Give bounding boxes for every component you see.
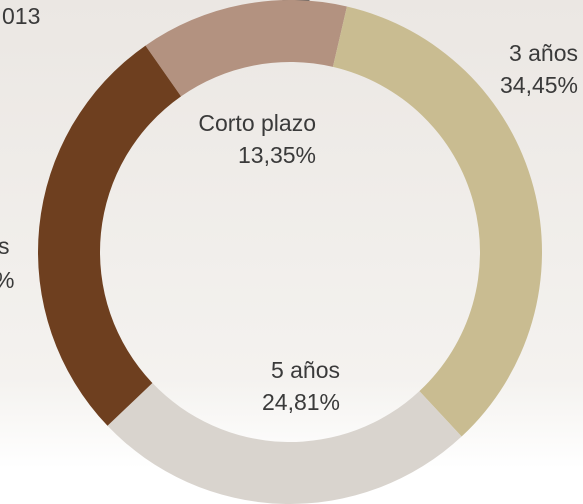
segment-label: 5 años (271, 357, 340, 383)
donut-segment (37, 45, 182, 426)
value-label: 24,81% (262, 389, 340, 415)
donut-segment (107, 383, 462, 504)
value-label: 13,35% (238, 142, 316, 168)
segment-label: Corto plazo (198, 110, 316, 136)
donut-segment (145, 0, 347, 97)
value-label: 34,45% (500, 72, 578, 98)
segment-label: 3 años (509, 40, 578, 66)
annotation: s (0, 233, 10, 259)
annotation: 013 (2, 3, 40, 29)
annotation: % (0, 267, 14, 293)
donut-segment (332, 6, 542, 437)
